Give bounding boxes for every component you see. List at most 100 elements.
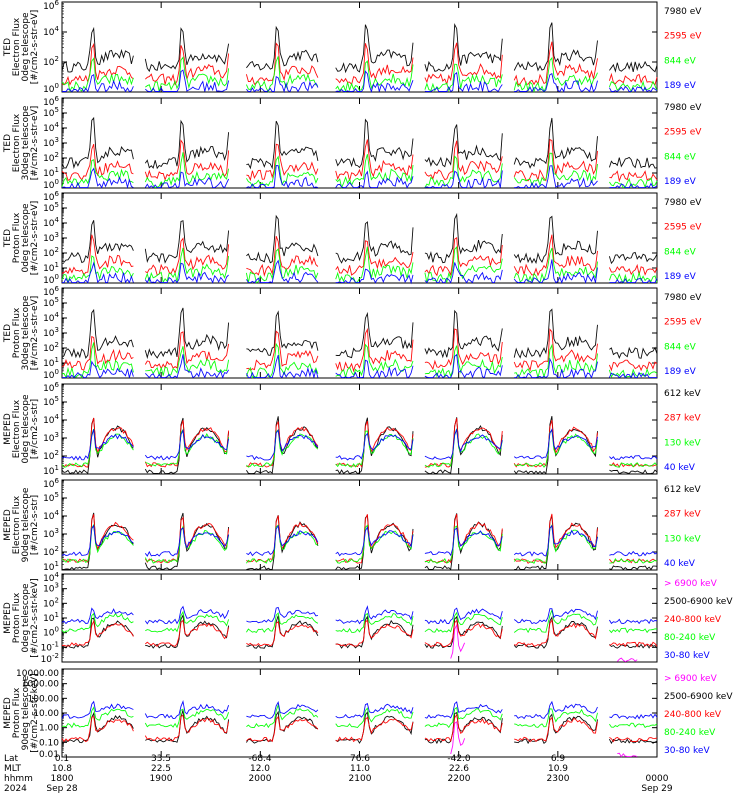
panel-frame <box>61 1 658 93</box>
footer-date-start: Sep 28 <box>46 784 78 794</box>
legend-green: 130 keV <box>664 438 701 448</box>
series-trace-green <box>61 56 658 94</box>
panel-frame <box>61 192 658 284</box>
y-tick-label: 104 <box>43 413 59 426</box>
y-tick-label: 101 <box>43 356 59 369</box>
legend-black: 7980 eV <box>664 198 702 208</box>
legend-green: 844 eV <box>664 152 697 162</box>
y-tick-label: 106 <box>43 95 59 108</box>
y-axis-label: [#/cm2-s-str-keV] <box>30 673 40 752</box>
footer-hhmm-value: 1800 <box>51 774 74 784</box>
y-tick-label: 100 <box>43 273 59 286</box>
footer-lat-value: -42.0 <box>447 754 471 764</box>
footer-mlt-value: 10.9 <box>548 764 568 774</box>
legend-magenta: > 6900 keV <box>664 674 718 684</box>
legend-black: 7980 eV <box>664 293 702 303</box>
y-axis-label: 0deg telescope <box>21 583 31 653</box>
y-axis-label: [#/cm2-s-str-eV] <box>30 10 40 85</box>
legend-black: 612 keV <box>664 485 701 495</box>
series-trace-red <box>61 327 658 373</box>
footer-hhmm-value: 2200 <box>448 774 471 784</box>
y-tick-label: 106 <box>43 285 59 298</box>
series-trace-blue <box>61 524 658 557</box>
y-tick-label: 102 <box>43 449 59 462</box>
legend-black: 2500-6900 keV <box>664 692 733 702</box>
y-tick-label: 103 <box>43 582 59 595</box>
series-trace-red <box>61 138 658 183</box>
footer-mlt-value: 22.6 <box>449 764 469 774</box>
series-trace-red <box>61 618 658 648</box>
legend-red: 287 keV <box>664 414 701 424</box>
series-trace-green <box>61 608 658 634</box>
panel-6: MEPED Electron Flux 90deg telescope [#/cm2-… <box>3 479 701 571</box>
series-trace-blue <box>62 353 657 380</box>
legend-blue: 30-80 keV <box>664 746 710 756</box>
footer-hhmm-value: 2000 <box>249 774 272 784</box>
y-tick-label: 100 <box>43 626 59 639</box>
footer-lat-value: 6.9 <box>551 754 566 764</box>
series-trace-blue <box>62 69 658 94</box>
legend-black: 612 keV <box>664 389 701 399</box>
legend-blue: 189 eV <box>664 177 697 187</box>
y-tick-label: 104 <box>43 216 59 229</box>
y-axis-label: 0deg telescope <box>21 394 31 464</box>
footer-row-label: 2024 <box>4 784 27 794</box>
legend-green: 844 eV <box>664 342 697 352</box>
y-tick-label: 101 <box>43 611 59 624</box>
y-tick-label: 1000.00 <box>22 680 59 690</box>
panel-frame <box>61 97 658 189</box>
y-tick-label: 103 <box>43 136 59 149</box>
legend-red: 240-800 keV <box>664 710 722 720</box>
y-axis-label: 0deg telescope <box>21 203 31 273</box>
y-axis-label: 30deg telescope <box>21 105 31 180</box>
y-tick-label: 105 <box>43 296 59 309</box>
y-tick-label: 102 <box>43 341 59 354</box>
y-axis-label: Electron Flux <box>12 399 22 458</box>
y-axis-label: TED <box>3 324 13 343</box>
y-tick-label: 100.00 <box>28 694 60 704</box>
y-axis-label: MEPED <box>3 509 13 541</box>
series-trace-blue <box>61 427 658 461</box>
panel-frame <box>61 383 658 475</box>
y-axis-label: Electron Flux <box>12 17 22 76</box>
series-trace-blue <box>61 165 658 189</box>
footer-mlt-value: 12.0 <box>250 764 270 774</box>
legend-green: 844 eV <box>664 247 697 257</box>
footer-row-label: Lat <box>4 754 19 764</box>
panel-5: MEPED Electron Flux 0deg telescope [#/cm2-s… <box>3 383 701 475</box>
y-tick-label: 101 <box>43 166 59 179</box>
y-tick-label: 105 <box>43 106 59 119</box>
legend-red: 2595 eV <box>664 318 702 328</box>
footer-row-label: MLT <box>4 764 22 774</box>
legend-blue: 189 eV <box>664 367 697 377</box>
y-axis-label: [#/cm2-s-str] <box>30 495 40 555</box>
footer-hhmm-value: 2100 <box>349 774 372 784</box>
legend-black: 7980 eV <box>664 103 702 113</box>
y-axis-label: MEPED <box>3 413 13 445</box>
y-axis-label: [#/cm2-s-str-eV] <box>30 106 40 181</box>
y-axis-label: 90deg telescope <box>21 487 31 562</box>
legend-black: 7980 eV <box>664 7 702 17</box>
y-tick-label: 105 <box>43 201 59 214</box>
legend-blue: 189 eV <box>664 81 697 91</box>
y-tick-label: 103 <box>43 431 59 444</box>
y-tick-label: 10-2 <box>41 652 59 665</box>
panel-frame <box>61 287 658 379</box>
footer-hhmm-value: 0000 <box>646 774 669 784</box>
series-trace-green <box>61 428 658 468</box>
series-trace-blue <box>61 700 658 720</box>
y-tick-label: 102 <box>43 151 59 164</box>
y-axis-label: Proton Flux <box>12 212 22 263</box>
y-tick-label: 1.00 <box>39 724 59 734</box>
legend-green: 80-240 keV <box>664 728 716 738</box>
y-axis-label: 30deg telescope <box>21 295 31 370</box>
y-axis-label: Electron Flux <box>12 113 22 172</box>
series-trace-black <box>61 212 658 265</box>
y-axis-label: [#/cm2-s-str-keV] <box>30 578 40 657</box>
y-tick-label: 105 <box>43 395 59 408</box>
footer-lat-value: -68.4 <box>248 754 272 764</box>
y-tick-label: 106 <box>43 0 59 12</box>
